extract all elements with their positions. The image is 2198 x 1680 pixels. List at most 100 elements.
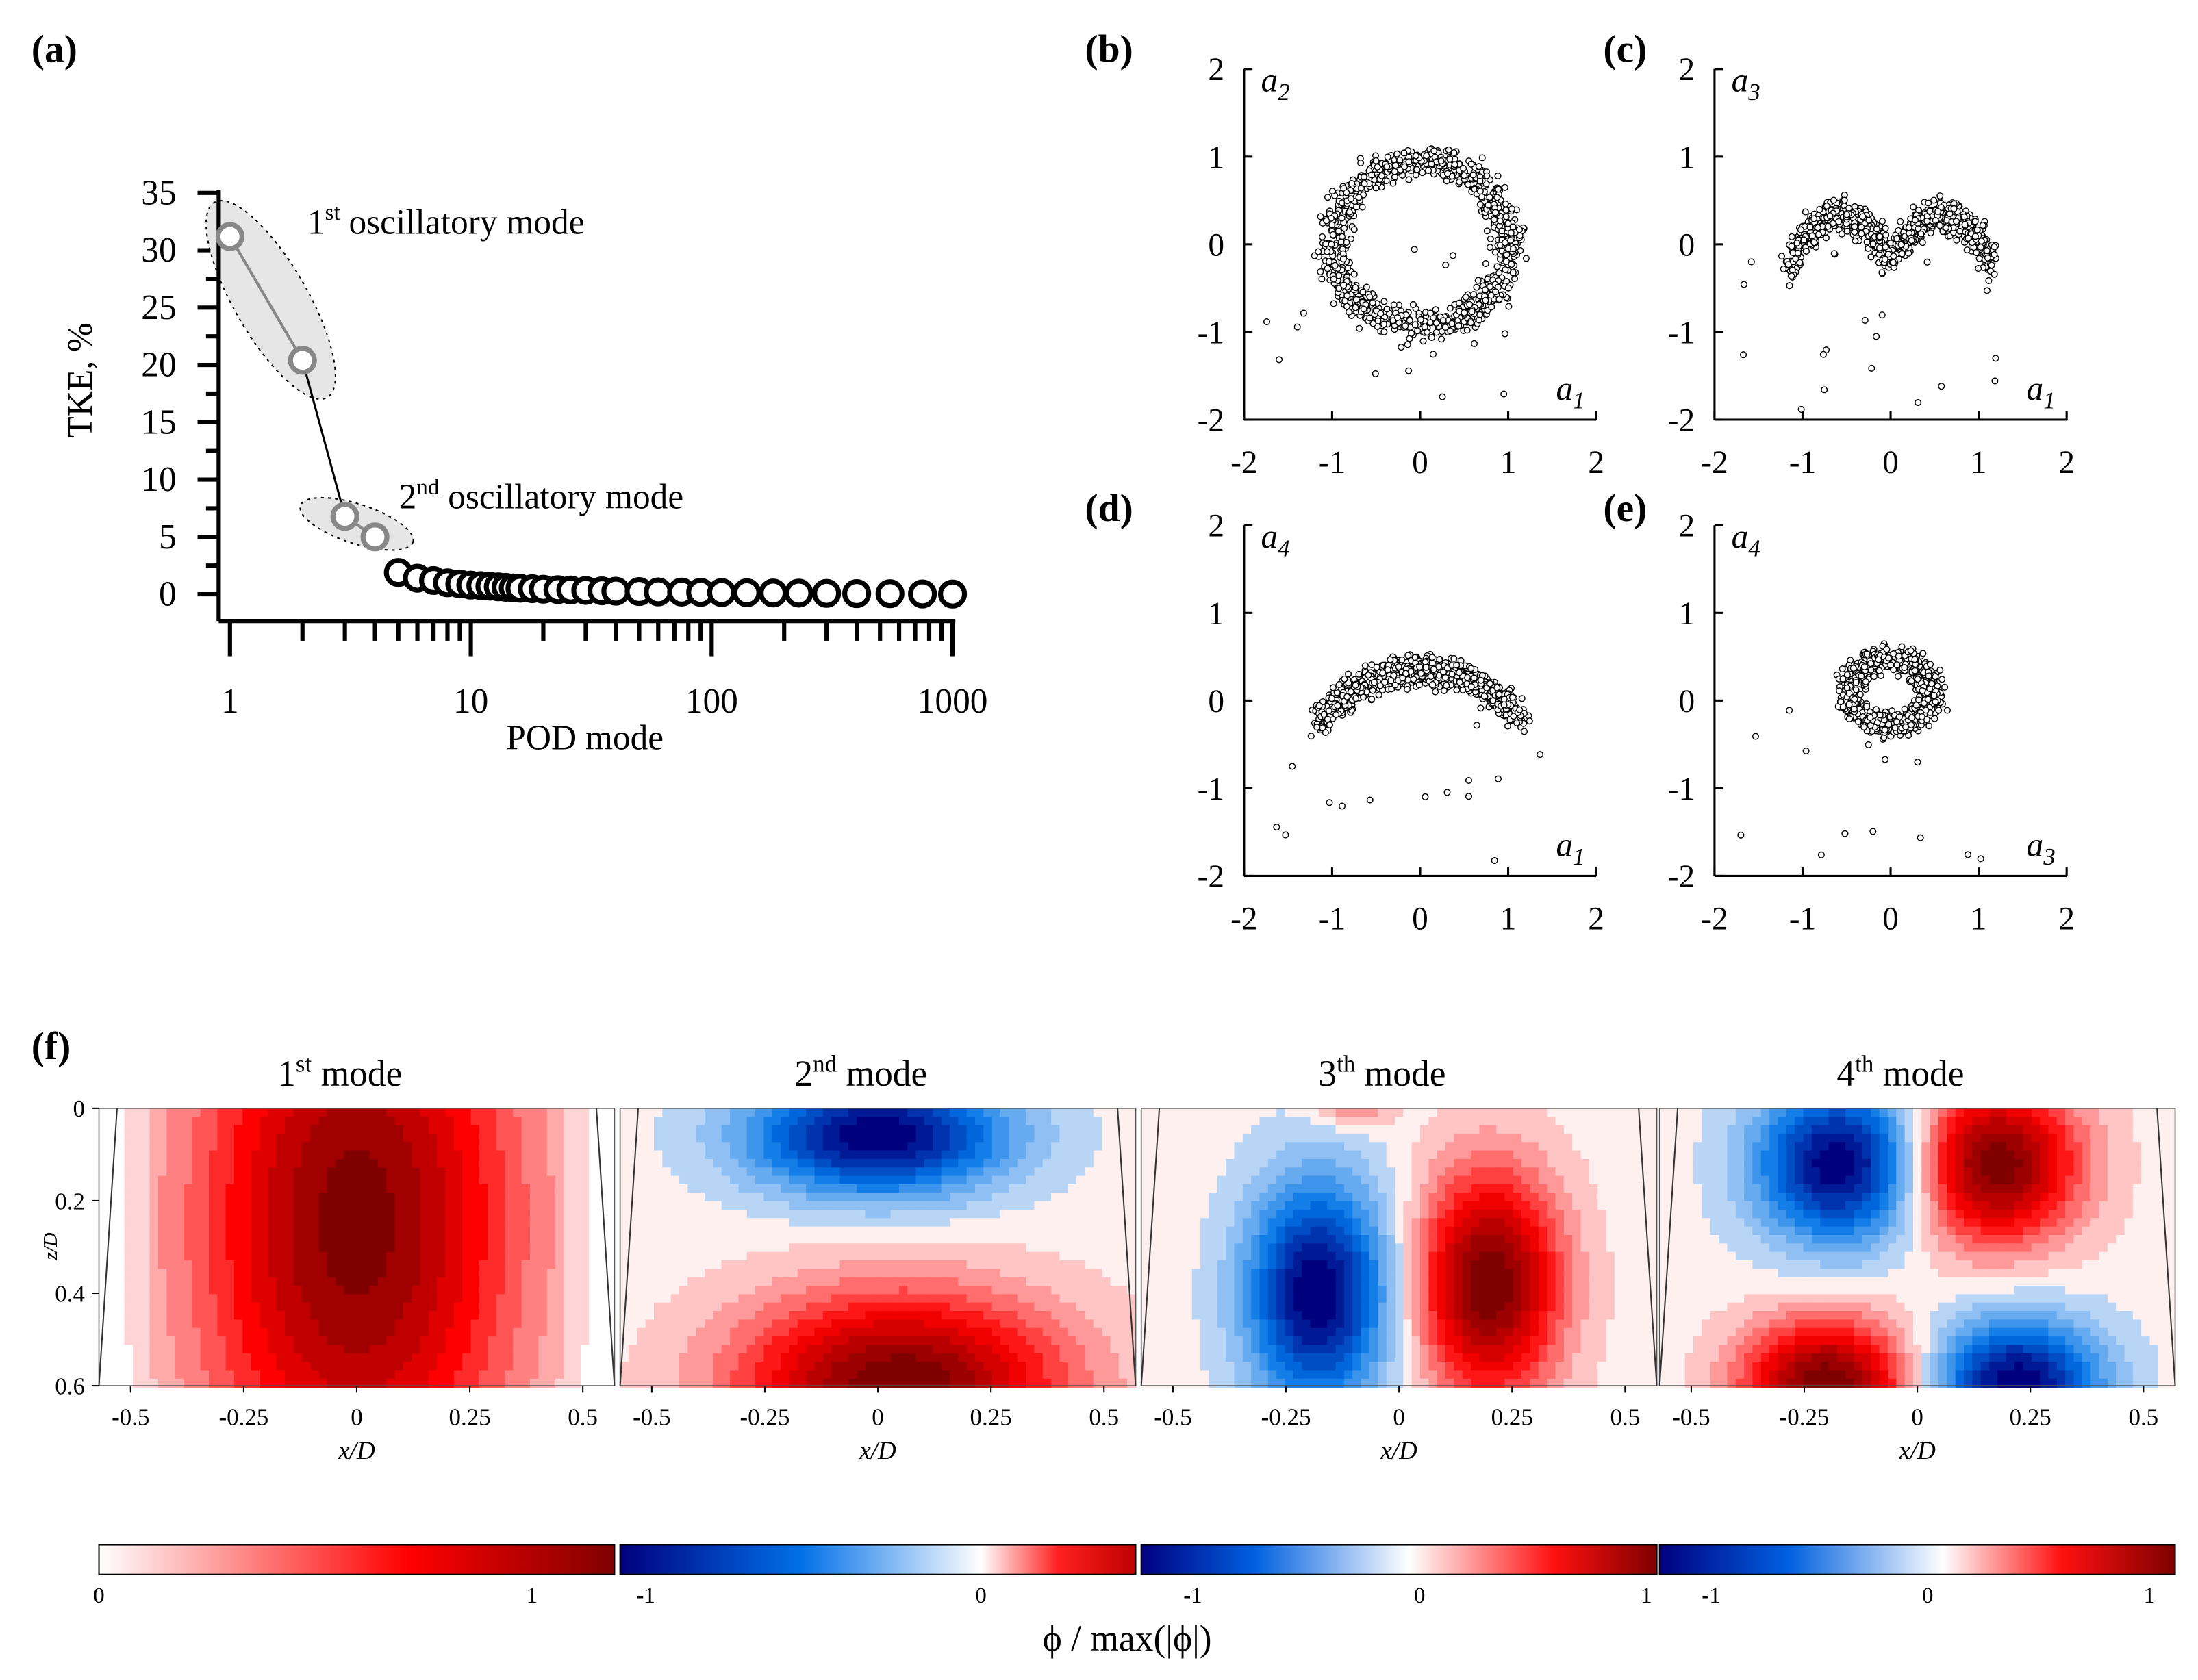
contour-cell bbox=[386, 1193, 396, 1202]
scatter-point bbox=[1407, 667, 1415, 675]
contour-cell bbox=[589, 1184, 598, 1194]
contour-cell bbox=[488, 1108, 497, 1118]
panel-letter-a: (a) bbox=[31, 28, 77, 71]
contour-cell bbox=[504, 1125, 514, 1134]
contour-cell bbox=[344, 1158, 353, 1169]
x-tick-label: -2 bbox=[1230, 902, 1257, 937]
contour-cell bbox=[521, 1184, 531, 1194]
scatter-point bbox=[1905, 224, 1912, 231]
scatter-point bbox=[1282, 831, 1289, 839]
contour-cell bbox=[107, 1158, 117, 1169]
panel-letter-e: (e) bbox=[1603, 487, 1647, 530]
scatter-point bbox=[1429, 680, 1437, 688]
contour-cell bbox=[428, 1150, 438, 1160]
contour-cell bbox=[437, 1167, 446, 1177]
contour-cell bbox=[496, 1175, 505, 1185]
scatter-point bbox=[1419, 169, 1426, 177]
y-tick-label: 2 bbox=[1208, 509, 1224, 544]
contour-cell bbox=[336, 1108, 345, 1118]
contour-cell bbox=[352, 1158, 362, 1169]
contour-cell bbox=[377, 1201, 388, 1210]
contour-cell bbox=[529, 1117, 540, 1126]
scatter-point bbox=[1405, 158, 1413, 166]
scatter-point bbox=[1324, 265, 1331, 272]
scatter-point bbox=[1932, 698, 1939, 706]
contour-cell bbox=[310, 1133, 320, 1143]
scatter-point bbox=[1381, 678, 1389, 686]
scatter-point bbox=[1347, 235, 1355, 242]
contour-cell bbox=[327, 1150, 337, 1160]
contour-cell bbox=[99, 1167, 108, 1177]
contour-cell bbox=[564, 1158, 573, 1169]
contour-cell bbox=[149, 1193, 159, 1202]
contour-cell bbox=[225, 1209, 236, 1219]
contour-cell bbox=[529, 1108, 540, 1118]
contour-cell bbox=[141, 1175, 151, 1185]
contour-cell bbox=[555, 1184, 565, 1194]
scatter-point bbox=[1365, 672, 1372, 679]
scatter-point bbox=[1881, 726, 1888, 734]
y-tick-label: 5 bbox=[159, 518, 177, 557]
scatter-point bbox=[1845, 715, 1853, 723]
contour-cell bbox=[606, 1108, 616, 1118]
scatter-point bbox=[1991, 251, 1998, 258]
contour-cell bbox=[157, 1150, 168, 1160]
scatter-point bbox=[1863, 238, 1871, 246]
tke-mode-point bbox=[644, 577, 673, 607]
contour-cell bbox=[581, 1117, 590, 1126]
scatter-point bbox=[1808, 232, 1816, 240]
contour-cell bbox=[453, 1117, 464, 1126]
scatter-point bbox=[1509, 269, 1517, 277]
scatter-point bbox=[1465, 181, 1472, 188]
contour-cell bbox=[437, 1125, 446, 1134]
contour-cell bbox=[260, 1218, 269, 1227]
scatter-point bbox=[1504, 284, 1512, 292]
contour-cell bbox=[428, 1218, 438, 1227]
contour-cell bbox=[166, 1142, 176, 1151]
scatter-point bbox=[1370, 678, 1378, 686]
contour-cell bbox=[293, 1209, 303, 1219]
contour-cell bbox=[496, 1125, 505, 1134]
contour-cell bbox=[412, 1218, 421, 1227]
contour-cell bbox=[310, 1125, 320, 1134]
contour-cell bbox=[293, 1133, 303, 1143]
contour-cell bbox=[344, 1201, 353, 1210]
scatter-point bbox=[1515, 226, 1524, 233]
contour-cell bbox=[386, 1117, 396, 1126]
contour-cell bbox=[386, 1201, 396, 1210]
y-variable-label: a4 bbox=[1732, 518, 1760, 561]
contour-cell bbox=[453, 1193, 464, 1202]
contour-cell bbox=[445, 1193, 455, 1202]
contour-cell bbox=[285, 1184, 294, 1194]
contour-cell bbox=[572, 1193, 582, 1202]
contour-cell bbox=[546, 1209, 557, 1219]
scatter-point bbox=[1373, 663, 1380, 671]
scatter-point bbox=[1860, 663, 1869, 671]
scatter-point bbox=[1334, 702, 1341, 709]
scatter-point bbox=[1402, 322, 1409, 330]
y-variable-label: a4 bbox=[1261, 518, 1290, 561]
contour-cell bbox=[217, 1150, 227, 1160]
scatter-point bbox=[1421, 323, 1428, 331]
scatter-point bbox=[1788, 272, 1795, 280]
contour-cell bbox=[572, 1218, 582, 1227]
scatter-point bbox=[1927, 229, 1934, 237]
contour-cell bbox=[386, 1150, 396, 1160]
contour-cell bbox=[445, 1184, 455, 1194]
panel-letter-b: (b) bbox=[1085, 28, 1133, 71]
contour-cell bbox=[183, 1142, 193, 1151]
contour-cell bbox=[529, 1209, 540, 1219]
contour-cell bbox=[386, 1218, 396, 1227]
contour-cell bbox=[555, 1142, 565, 1151]
y-tick-label: -1 bbox=[1668, 315, 1695, 351]
scatter-point bbox=[1432, 329, 1440, 336]
scatter-point bbox=[1863, 702, 1871, 710]
scatter-point bbox=[1500, 696, 1508, 703]
scatter-point bbox=[1841, 196, 1848, 204]
contour-cell bbox=[242, 1133, 252, 1143]
contour-cell bbox=[564, 1150, 573, 1160]
contour-cell bbox=[200, 1108, 210, 1118]
contour-cell bbox=[538, 1175, 548, 1185]
contour-cell bbox=[175, 1209, 184, 1219]
contour-cell bbox=[361, 1108, 370, 1118]
